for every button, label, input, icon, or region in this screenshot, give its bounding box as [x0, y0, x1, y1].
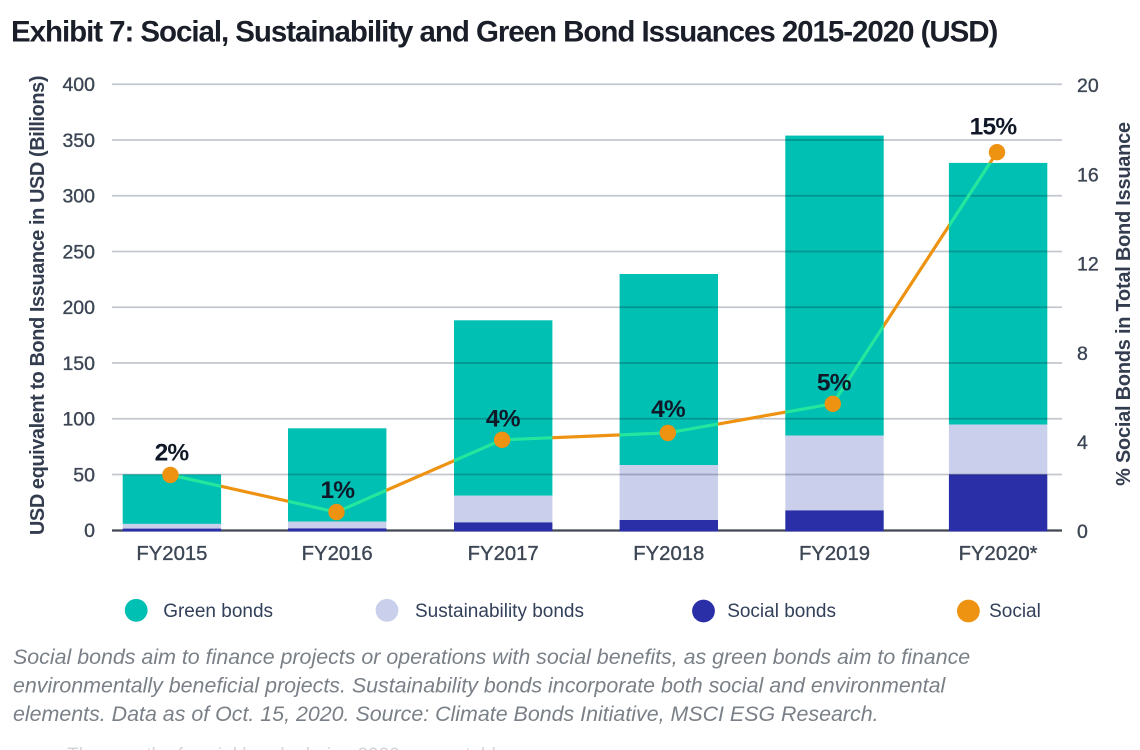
svg-text:12: 12	[1077, 254, 1099, 276]
svg-text:0: 0	[1077, 521, 1088, 543]
svg-text:Sustainability bonds: Sustainability bonds	[415, 601, 584, 622]
svg-text:350: 350	[62, 130, 95, 152]
svg-text:Exhibit 7: Social, Sustainabil: Exhibit 7: Social, Sustainability and Gr…	[11, 16, 998, 49]
svg-text:FY2016: FY2016	[302, 543, 373, 565]
svg-text:USD equivalent to Bond Issuanc: USD equivalent to Bond Issuance in USD (…	[27, 76, 49, 535]
svg-text:1%: 1%	[320, 477, 355, 504]
svg-text:20: 20	[1077, 75, 1099, 97]
svg-text:4%: 4%	[651, 396, 686, 423]
svg-text:The growth of social bonds dur: The growth of social bonds during 2020 w…	[67, 745, 512, 750]
svg-text:5%: 5%	[817, 370, 852, 397]
svg-text:15%: 15%	[970, 114, 1018, 141]
svg-text:400: 400	[62, 74, 95, 96]
svg-text:environmentally beneficial pro: environmentally beneficial projects. Sus…	[13, 674, 946, 698]
svg-text:4%: 4%	[486, 405, 521, 432]
svg-text:2%: 2%	[155, 439, 190, 466]
svg-text:Social: Social	[989, 601, 1041, 622]
svg-text:Green bonds: Green bonds	[163, 601, 273, 622]
svg-text:Social bonds aim to finance pr: Social bonds aim to finance projects or …	[13, 645, 970, 669]
svg-text:elements. Data as of Oct. 15,: elements. Data as of Oct. 15, 2020. Sour…	[13, 702, 879, 726]
svg-text:50: 50	[73, 464, 95, 486]
svg-text:100: 100	[62, 409, 95, 431]
svg-text:FY2015: FY2015	[136, 543, 207, 565]
svg-text:4: 4	[1077, 432, 1088, 454]
svg-text:0: 0	[84, 520, 95, 542]
svg-text:150: 150	[62, 353, 95, 375]
svg-text:8: 8	[1077, 343, 1088, 365]
svg-text:16: 16	[1077, 164, 1099, 186]
svg-text:250: 250	[62, 241, 95, 263]
svg-text:FY2020*: FY2020*	[959, 543, 1038, 565]
svg-text:Social bonds: Social bonds	[727, 601, 836, 622]
svg-text:% Social Bonds in Total Bond I: % Social Bonds in Total Bond Issuance	[1113, 122, 1135, 486]
svg-text:200: 200	[62, 297, 95, 319]
svg-text:FY2019: FY2019	[799, 543, 870, 565]
svg-text:300: 300	[62, 186, 95, 208]
svg-text:FY2017: FY2017	[468, 543, 539, 565]
svg-text:FY2018: FY2018	[633, 543, 704, 565]
